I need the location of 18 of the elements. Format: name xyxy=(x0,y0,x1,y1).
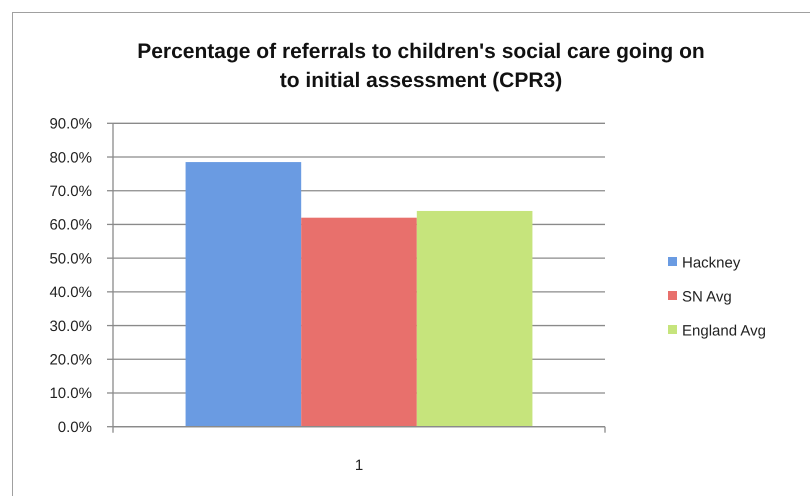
y-tick-label: 70.0% xyxy=(49,182,92,200)
chart-title: Percentage of referrals to children's social care going on to initial assessment (CPR3) xyxy=(137,40,705,92)
y-tick-label: 60.0% xyxy=(49,216,92,234)
y-tick-label: 0.0% xyxy=(58,418,92,436)
y-tick-label: 20.0% xyxy=(49,352,92,369)
y-tick-label: 90.0% xyxy=(49,116,92,133)
bar xyxy=(416,210,532,427)
y-tick-label: 80.0% xyxy=(49,149,92,166)
y-tick-label: 10.0% xyxy=(49,385,92,402)
legend-label: England Avg xyxy=(682,322,766,340)
x-tick-label: 1 xyxy=(354,457,364,474)
bar xyxy=(186,162,302,427)
y-tick-label: 40.0% xyxy=(49,284,92,302)
bar xyxy=(301,218,417,427)
legend-label: SN Avg xyxy=(682,288,732,306)
y-tick-label: 30.0% xyxy=(49,318,92,335)
legend-label: Hackney xyxy=(682,254,741,272)
y-tick-label: 50.0% xyxy=(49,250,92,268)
